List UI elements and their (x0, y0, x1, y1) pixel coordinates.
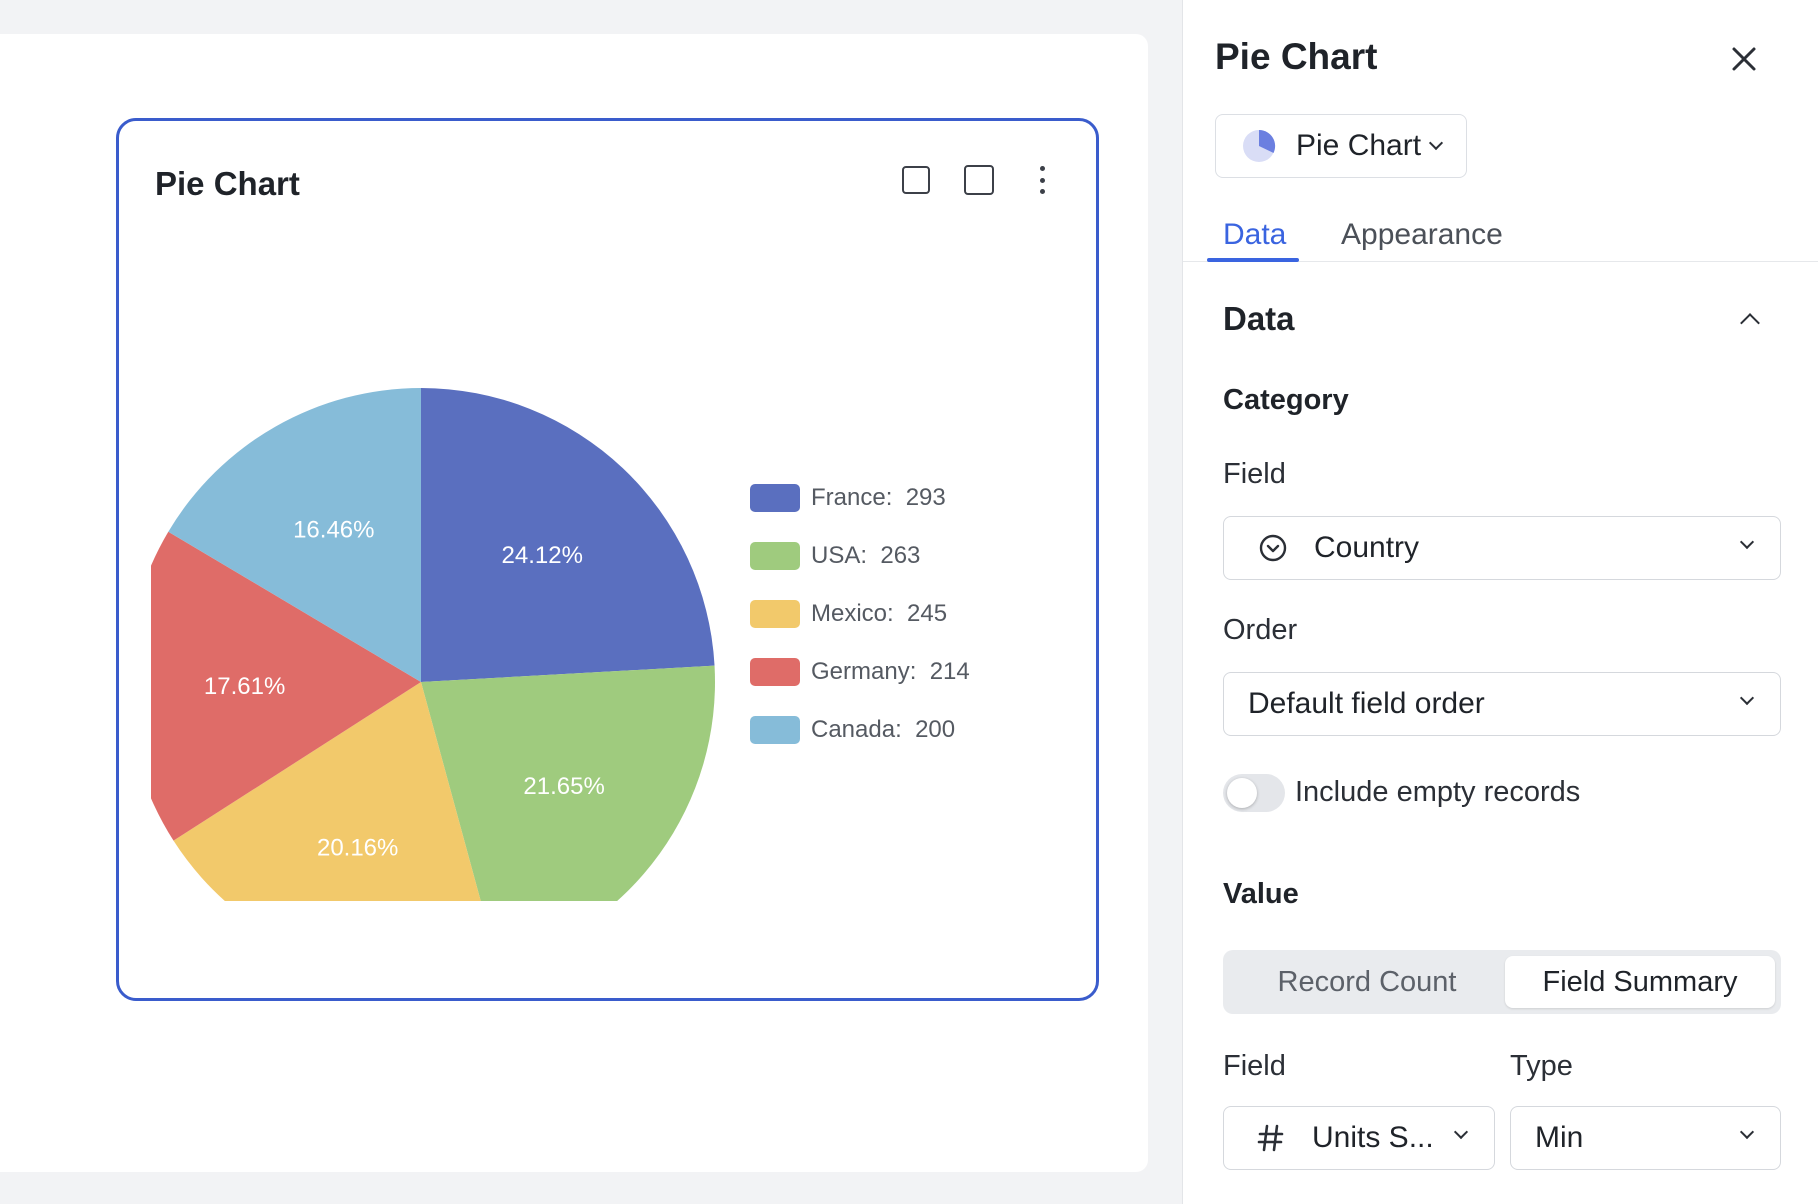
value-field-value: Units S... (1312, 1121, 1434, 1154)
order-label: Order (1223, 614, 1298, 646)
tab-data[interactable]: Data (1223, 218, 1287, 251)
slice-percent-label: 21.65% (523, 773, 604, 800)
chart-type-dropdown[interactable]: Pie Chart (1215, 114, 1467, 178)
include-empty-label: Include empty records (1295, 776, 1581, 808)
legend-label: USA: 263 (811, 542, 921, 569)
legend-item-canada[interactable]: Canada: 200 (750, 701, 970, 759)
chart-legend: France: 293 USA: 263 Mexico: 245 Germany: 2… (750, 469, 970, 759)
pie-chart-svg: 24.12% 21.65% 20.16% 17.61% 16.46% (151, 388, 715, 901)
chart-type-label: Pie Chart (1296, 129, 1422, 162)
category-field-label: Field (1223, 458, 1286, 490)
panel-tabs: Data Appearance (1183, 210, 1818, 262)
single-select-field-icon (1259, 534, 1287, 562)
legend-swatch (750, 716, 800, 744)
legend-label: Canada: 200 (811, 716, 956, 743)
legend-item-germany[interactable]: Germany: 214 (750, 643, 970, 701)
pie-chart-icon (1243, 129, 1276, 162)
include-empty-toggle[interactable] (1223, 774, 1285, 812)
order-select[interactable]: Default field order (1223, 672, 1781, 736)
pie-chart-widget[interactable]: Pie Chart 24.12% 21.65% 20.16% 17.61% 16.46%… (116, 118, 1099, 1001)
pie-slice-france[interactable] (421, 388, 715, 682)
chevron-down-icon (1428, 135, 1444, 151)
category-title: Category (1223, 384, 1349, 416)
value-mode-switch: Record Count Field Summary (1223, 950, 1781, 1014)
tab-appearance[interactable]: Appearance (1341, 218, 1503, 251)
legend-swatch (750, 600, 800, 628)
slice-percent-label: 16.46% (293, 517, 374, 544)
data-section-title: Data (1223, 300, 1295, 337)
value-type-value: Min (1535, 1121, 1584, 1154)
slice-percent-label: 17.61% (204, 673, 285, 700)
value-field-select[interactable]: Units S... (1223, 1106, 1495, 1170)
active-tab-indicator (1207, 258, 1299, 262)
slice-percent-label: 20.16% (317, 835, 398, 862)
widget-actions (902, 165, 1056, 195)
legend-label: Mexico: 245 (811, 600, 948, 627)
legend-item-france[interactable]: France: 293 (750, 469, 970, 527)
panel-title: Pie Chart (1215, 36, 1378, 77)
legend-item-usa[interactable]: USA: 263 (750, 527, 970, 585)
field-summary-option[interactable]: Field Summary (1505, 956, 1775, 1008)
pie-slice-usa[interactable] (421, 665, 715, 901)
category-field-value: Country (1314, 531, 1420, 564)
legend-swatch (750, 658, 800, 686)
more-icon[interactable] (1028, 165, 1056, 195)
number-field-icon (1257, 1124, 1284, 1152)
chevron-up-icon[interactable] (1740, 313, 1760, 333)
expand-icon[interactable] (902, 166, 930, 194)
legend-item-mexico[interactable]: Mexico: 245 (750, 585, 970, 643)
pie-slice-mexico[interactable] (173, 682, 499, 901)
chevron-down-icon (1739, 1124, 1755, 1140)
config-panel: Pie Chart Pie Chart Data Appearance Data… (1182, 0, 1818, 1204)
chevron-down-icon (1739, 690, 1755, 706)
legend-label: France: 293 (811, 484, 946, 511)
value-type-label: Type (1510, 1050, 1573, 1082)
pie-chart-area: 24.12% 21.65% 20.16% 17.61% 16.46% (151, 221, 719, 901)
pie-slice-canada[interactable] (168, 388, 421, 682)
pie-slice-germany[interactable] (151, 531, 421, 841)
chevron-down-icon (1453, 1124, 1469, 1140)
fullscreen-icon[interactable] (964, 165, 994, 195)
legend-swatch (750, 542, 800, 570)
value-field-label: Field (1223, 1050, 1286, 1082)
dashboard-canvas: Pie Chart 24.12% 21.65% 20.16% 17.61% 16.46%… (0, 34, 1148, 1172)
record-count-option[interactable]: Record Count (1277, 965, 1457, 998)
value-title: Value (1223, 878, 1299, 910)
close-icon[interactable] (1729, 44, 1759, 74)
value-type-select[interactable]: Min (1510, 1106, 1781, 1170)
legend-label: Germany: 214 (811, 658, 970, 685)
chevron-down-icon (1739, 534, 1755, 550)
legend-swatch (750, 484, 800, 512)
widget-title: Pie Chart (155, 165, 300, 202)
order-value: Default field order (1248, 687, 1485, 720)
slice-percent-label: 24.12% (502, 542, 583, 569)
category-field-select[interactable]: Country (1223, 516, 1781, 580)
